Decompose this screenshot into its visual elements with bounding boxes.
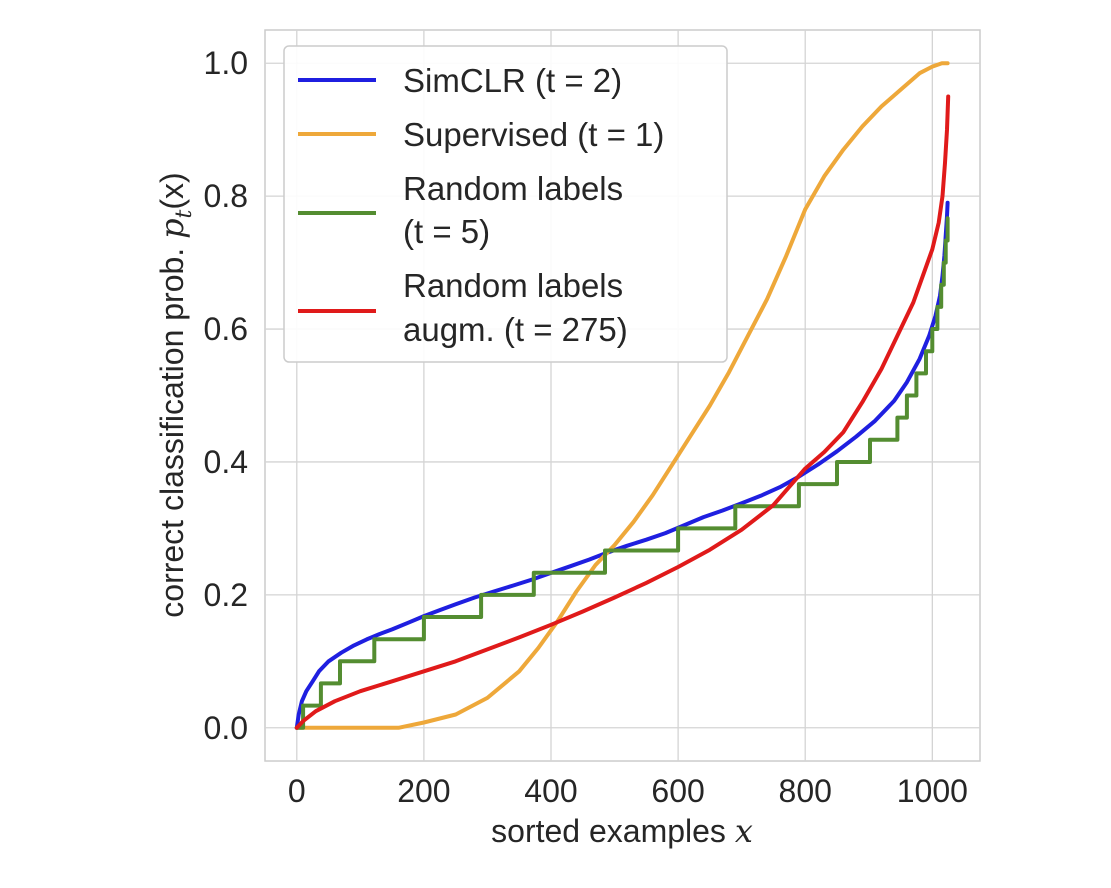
x-tick-label: 400: [524, 773, 577, 809]
legend-label-random-labels-augm-1: Random labels: [403, 267, 623, 304]
legend-label-simclr: SimCLR (t = 2): [403, 62, 622, 99]
legend-label-random-labels-augm-2: augm. (t = 275): [403, 311, 628, 348]
y-tick-label: 1.0: [204, 45, 248, 81]
y-tick-label: 0.6: [204, 311, 248, 347]
series-line-supervised: [294, 61, 950, 730]
x-tick-label: 600: [651, 773, 704, 809]
x-tick-label: 200: [397, 773, 450, 809]
legend-label-supervised: Supervised (t = 1): [403, 116, 664, 153]
legend-box: [283, 45, 728, 363]
legend-label-random-labels: Random labels: [403, 170, 623, 207]
y-tick-label: 0.0: [204, 710, 248, 746]
x-tick-label: 800: [779, 773, 832, 809]
series-line-random-labels: [294, 216, 950, 730]
y-tick-label: 0.2: [204, 577, 248, 613]
x-tick-labels: 0 200 400 600 800 1000: [288, 773, 968, 809]
y-tick-label: 0.8: [204, 178, 248, 214]
series-line-random-labels-augm: [294, 94, 951, 730]
y-tick-labels: 0.0 0.2 0.4 0.6 0.8 1.0: [204, 45, 248, 746]
x-tick-label: 0: [288, 773, 306, 809]
y-tick-label: 0.4: [204, 444, 248, 480]
series-line-simclr: [294, 200, 950, 730]
x-axis-label: sorted examples x: [491, 812, 753, 850]
legend-label-random-labels-t: (t = 5): [403, 213, 490, 250]
y-axis-label: correct classification prob. pt(x): [153, 172, 197, 617]
x-tick-label: 1000: [897, 773, 968, 809]
legend: SimCLR (t = 2) Supervised (t = 1) Random…: [283, 45, 728, 363]
series-layer: [294, 61, 951, 730]
